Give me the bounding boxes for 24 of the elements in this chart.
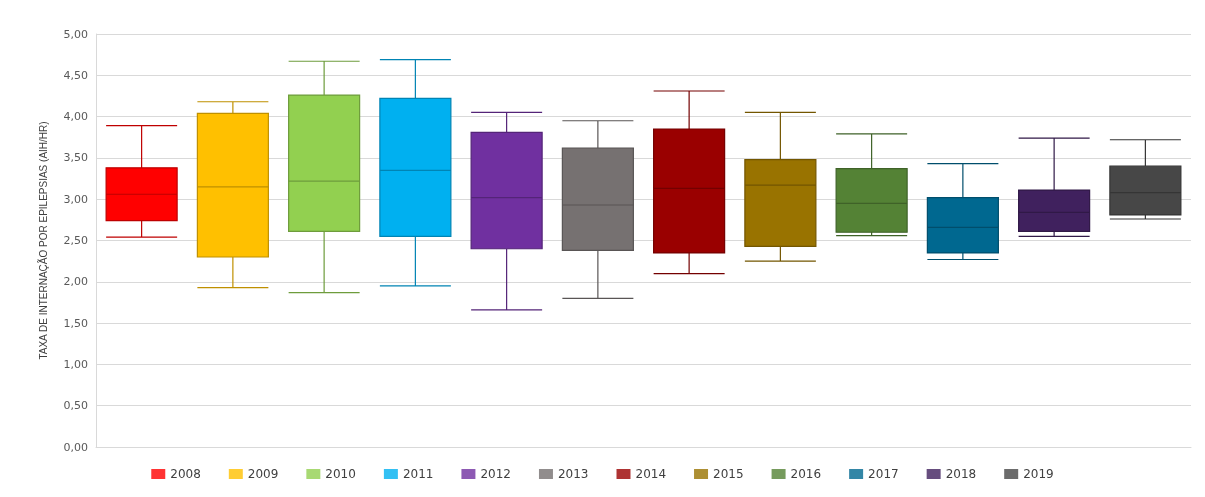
y-tick-label: 1,00 xyxy=(63,357,88,371)
y-axis-title: TAXA DE INTERNAÇÃO POR EPILEPSIAS (AIH/HR) xyxy=(36,121,49,360)
y-tick-label: 4,50 xyxy=(63,68,88,82)
legend-label: 2012 xyxy=(480,467,511,481)
legend-label: 2015 xyxy=(713,467,744,481)
legend-label: 2013 xyxy=(557,467,589,481)
legend-label: 2009 xyxy=(247,467,279,481)
legend-label: 2008 xyxy=(170,467,201,481)
legend-label: 2011 xyxy=(402,467,434,481)
legend-label: 2019 xyxy=(1023,467,1054,481)
y-tick-label: 0,50 xyxy=(63,399,88,413)
legend-label: 2018 xyxy=(945,467,977,481)
y-tick-label: 2,50 xyxy=(63,234,88,247)
y-tick-label: 0,00 xyxy=(63,440,88,454)
y-tick-label: 5,00 xyxy=(63,27,88,41)
y-tick-label: 3,00 xyxy=(63,192,88,206)
legend-label: 2016 xyxy=(790,467,822,481)
y-tick-label: 1,50 xyxy=(63,316,88,330)
legend-label: 2017 xyxy=(868,467,899,481)
y-tick-label: 2,00 xyxy=(63,275,88,289)
y-tick-label: 4,00 xyxy=(63,110,88,124)
legend-label: 2010 xyxy=(325,467,356,481)
y-tick-label: 3,50 xyxy=(63,151,88,165)
legend-label: 2014 xyxy=(635,467,667,481)
